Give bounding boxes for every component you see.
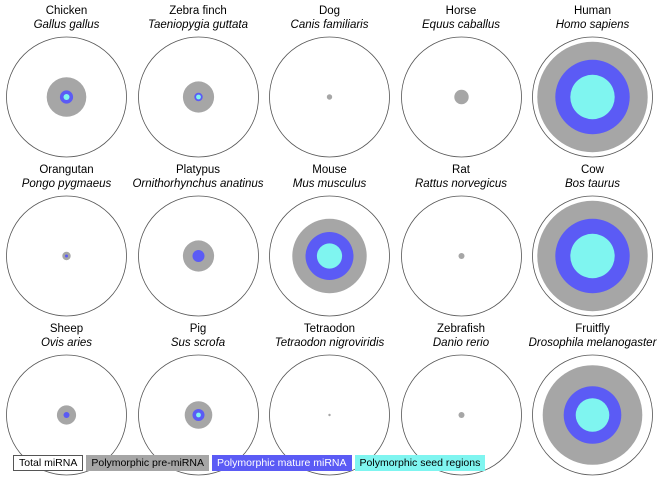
- circle-chart: [532, 195, 653, 317]
- species-common-name: Orangutan: [39, 164, 94, 176]
- legend-polymorphic-seed-regions: Polymorphic seed regions: [354, 455, 486, 471]
- species-panel: Sheep Ovis aries: [1, 318, 132, 478]
- legend-total-mirna: Total miRNA: [13, 455, 84, 471]
- circle-chart: [6, 195, 127, 317]
- mature-circle: [65, 254, 68, 258]
- species-panel: Dog Canis familiaris: [264, 0, 395, 160]
- species-panel: Zebra finch Taeniopygia guttata: [133, 0, 264, 160]
- legend: Total miRNA Polymorphic pre-miRNA Polymo…: [13, 455, 486, 471]
- species-common-name: Horse: [445, 5, 477, 17]
- circle-chart: [400, 36, 522, 158]
- circle-chart: [137, 195, 259, 317]
- species-panel: Human Homo sapiens: [527, 0, 658, 160]
- species-common-name: Tetraodon: [303, 323, 356, 335]
- seed-circle: [316, 243, 343, 269]
- circle-chart: [269, 354, 390, 476]
- species-panel: Cow Bos taurus: [527, 159, 658, 319]
- species-panel: Orangutan Pongo pygmaeus: [1, 159, 132, 319]
- species-scientific-name: Drosophila melanogaster: [528, 337, 657, 349]
- species-scientific-name: Ovis aries: [40, 337, 93, 349]
- species-scientific-name: Gallus gallus: [33, 19, 100, 31]
- mature-circle: [63, 412, 70, 418]
- species-common-name: Mouse: [312, 164, 347, 176]
- species-scientific-name: Homo sapiens: [555, 19, 630, 31]
- mature-circle: [192, 250, 204, 262]
- species-panel: Fruitfly Drosophila melanogaster: [527, 318, 658, 478]
- species-scientific-name: Equus caballus: [422, 19, 500, 31]
- circle-chart: [6, 354, 127, 476]
- circle-chart: [269, 36, 390, 158]
- species-scientific-name: Rattus norvegicus: [414, 178, 508, 190]
- species-panel: Mouse Mus musculus: [264, 159, 395, 319]
- species-common-name: Fruitfly: [575, 323, 610, 335]
- species-panel: Horse Equus caballus: [396, 0, 527, 160]
- species-common-name: Zebrafish: [437, 323, 485, 335]
- circle-chart: [269, 195, 390, 317]
- circle-chart: [137, 354, 259, 476]
- species-common-name: Zebra finch: [169, 5, 227, 17]
- species-common-name: Cow: [580, 164, 604, 176]
- species-scientific-name: Danio rerio: [432, 337, 490, 349]
- species-scientific-name: Pongo pygmaeus: [21, 178, 112, 190]
- species-panel: Chicken Gallus gallus: [1, 0, 132, 160]
- species-common-name: Pig: [189, 323, 207, 335]
- seed-circle: [195, 412, 201, 418]
- species-common-name: Chicken: [45, 5, 88, 17]
- species-common-name: Sheep: [49, 323, 84, 335]
- pre-circle: [458, 412, 464, 418]
- species-common-name: Human: [573, 5, 612, 17]
- species-scientific-name: Mus musculus: [292, 178, 367, 190]
- species-panel: Platypus Ornithorhynchus anatinus: [132, 159, 264, 319]
- circle-chart: [532, 36, 653, 158]
- pre-circle: [453, 89, 469, 105]
- species-panel: Zebrafish Danio rerio: [396, 318, 527, 478]
- pre-circle: [326, 94, 333, 100]
- species-common-name: Rat: [452, 164, 470, 176]
- species-panel: Rat Rattus norvegicus: [396, 159, 527, 319]
- circle-chart: [400, 195, 522, 317]
- seed-circle: [570, 233, 615, 279]
- circle-chart: [400, 354, 522, 476]
- circle-chart: [137, 36, 259, 158]
- legend-polymorphic-mature-mirna: Polymorphic mature miRNA: [211, 455, 352, 471]
- species-common-name: Platypus: [175, 164, 221, 176]
- species-scientific-name: Tetraodon nigroviridis: [274, 337, 385, 349]
- species-scientific-name: Sus scrofa: [170, 337, 226, 349]
- species-common-name: Dog: [318, 5, 341, 17]
- circle-chart: [532, 354, 653, 476]
- seed-circle: [575, 398, 610, 432]
- species-scientific-name: Ornithorhynchus anatinus: [132, 178, 264, 190]
- legend-polymorphic-pre-mirna: Polymorphic pre-miRNA: [86, 455, 209, 471]
- circle-chart: [6, 36, 127, 158]
- species-panel: Pig Sus scrofa: [133, 318, 264, 478]
- species-panel: Tetraodon Tetraodon nigroviridis: [264, 318, 395, 478]
- pre-circle: [328, 413, 331, 417]
- seed-circle: [195, 94, 201, 100]
- pre-circle: [458, 253, 464, 259]
- species-scientific-name: Canis familiaris: [290, 19, 369, 31]
- seed-circle: [570, 74, 615, 120]
- species-scientific-name: Bos taurus: [565, 178, 620, 190]
- species-scientific-name: Taeniopygia guttata: [148, 19, 248, 31]
- seed-circle: [63, 94, 70, 100]
